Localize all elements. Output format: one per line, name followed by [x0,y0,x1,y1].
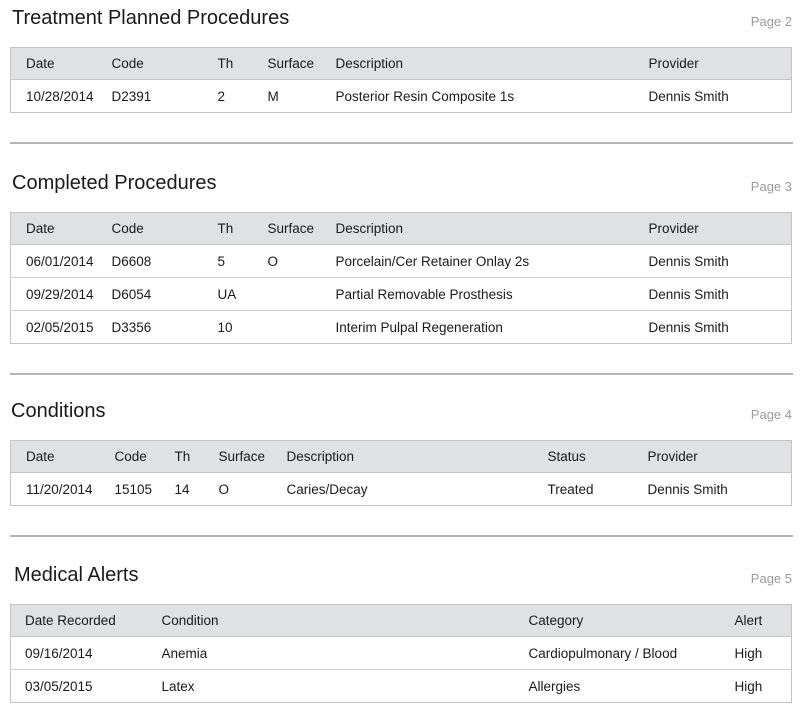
col-header-condition[interactable]: Condition [146,604,514,637]
cell-code: D3356 [96,310,203,344]
table-row[interactable]: 09/16/2014 Anemia Cardiopulmonary / Bloo… [10,636,792,670]
col-header-th[interactable]: Th [202,47,253,80]
cell-code: D6608 [96,244,203,278]
cell-description: Partial Removable Prosthesis [320,277,634,311]
cell-provider: Dennis Smith [633,277,792,311]
col-header-provider[interactable]: Provider [633,212,792,245]
cell-code: D2391 [96,79,203,113]
table-header-row: Date Code Th Surface Description Status … [10,440,792,473]
cell-th: 14 [159,472,204,506]
cell-code: 15105 [99,472,160,506]
cell-date-recorded: 03/05/2015 [10,669,147,703]
cell-date: 06/01/2014 [10,244,97,278]
completed-procedures-table: Date Code Th Surface Description Provide… [10,212,792,344]
cell-date: 09/29/2014 [10,277,97,311]
cell-category: Cardiopulmonary / Blood [513,636,720,670]
table-header-row: Date Code Th Surface Description Provide… [10,47,792,80]
cell-alert: High [719,636,792,670]
col-header-surface[interactable]: Surface [203,440,272,473]
section-title: Conditions [11,400,106,422]
section-divider [10,142,793,144]
cell-provider: Dennis Smith [632,472,792,506]
cell-condition: Anemia [146,636,514,670]
section-title: Medical Alerts [14,564,139,586]
cell-date-recorded: 09/16/2014 [10,636,147,670]
col-header-date[interactable]: Date [10,440,100,473]
cell-description: Interim Pulpal Regeneration [320,310,634,344]
col-header-surface[interactable]: Surface [252,212,321,245]
col-header-surface[interactable]: Surface [252,47,321,80]
col-header-code[interactable]: Code [99,440,160,473]
col-header-date[interactable]: Date [10,47,97,80]
page-label: Page 4 [750,407,792,422]
cell-provider: Dennis Smith [633,244,792,278]
page-label: Page 2 [750,14,792,29]
col-header-provider[interactable]: Provider [632,440,792,473]
table-row[interactable]: 11/20/2014 15105 14 O Caries/Decay Treat… [10,472,792,506]
col-header-provider[interactable]: Provider [633,47,792,80]
cell-provider: Dennis Smith [633,79,792,113]
cell-category: Allergies [513,669,720,703]
cell-description: Porcelain/Cer Retainer Onlay 2s [320,244,634,278]
cell-description: Posterior Resin Composite 1s [320,79,634,113]
col-header-description[interactable]: Description [320,212,634,245]
col-header-code[interactable]: Code [96,212,203,245]
section-title: Completed Procedures [12,172,217,194]
cell-date: 02/05/2015 [10,310,97,344]
cell-surface [252,277,321,311]
table-header-row: Date Recorded Condition Category Alert [10,604,792,637]
table-header-row: Date Code Th Surface Description Provide… [10,212,792,245]
page-label: Page 5 [750,571,792,586]
section-title: Treatment Planned Procedures [12,7,290,29]
page-label: Page 3 [750,179,792,194]
cell-surface [252,310,321,344]
cell-th: 5 [202,244,253,278]
cell-surface: M [252,79,321,113]
cell-provider: Dennis Smith [633,310,792,344]
col-header-code[interactable]: Code [96,47,203,80]
col-header-date[interactable]: Date [10,212,97,245]
cell-description: Caries/Decay [271,472,533,506]
cell-th: 2 [202,79,253,113]
table-row[interactable]: 10/28/2014 D2391 2 M Posterior Resin Com… [10,79,792,113]
col-header-alert[interactable]: Alert [719,604,792,637]
treatment-planned-table: Date Code Th Surface Description Provide… [10,47,792,113]
cell-condition: Latex [146,669,514,703]
col-header-th[interactable]: Th [159,440,204,473]
section-divider [10,535,793,537]
cell-surface: O [252,244,321,278]
cell-code: D6054 [96,277,203,311]
table-row[interactable]: 06/01/2014 D6608 5 O Porcelain/Cer Retai… [10,244,792,278]
cell-th: 10 [202,310,253,344]
col-header-status[interactable]: Status [532,440,633,473]
col-header-date-recorded[interactable]: Date Recorded [10,604,147,637]
cell-date: 10/28/2014 [10,79,97,113]
table-row[interactable]: 09/29/2014 D6054 UA Partial Removable Pr… [10,277,792,311]
medical-alerts-table: Date Recorded Condition Category Alert 0… [10,604,792,703]
col-header-description[interactable]: Description [271,440,533,473]
col-header-description[interactable]: Description [320,47,634,80]
cell-date: 11/20/2014 [10,472,100,506]
col-header-category[interactable]: Category [513,604,720,637]
cell-th: UA [202,277,253,311]
cell-surface: O [203,472,272,506]
table-row[interactable]: 03/05/2015 Latex Allergies High [10,669,792,703]
conditions-table: Date Code Th Surface Description Status … [10,440,792,506]
col-header-th[interactable]: Th [202,212,253,245]
cell-status: Treated [532,472,633,506]
section-divider [10,373,793,375]
cell-alert: High [719,669,792,703]
table-row[interactable]: 02/05/2015 D3356 10 Interim Pulpal Regen… [10,310,792,344]
